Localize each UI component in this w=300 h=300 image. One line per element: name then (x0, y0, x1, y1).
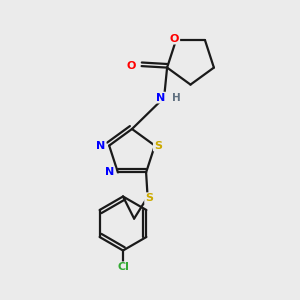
Text: N: N (156, 93, 165, 103)
Text: N: N (105, 167, 114, 177)
Text: O: O (127, 61, 136, 71)
Text: Cl: Cl (117, 262, 129, 272)
Text: N: N (96, 141, 106, 151)
Text: S: S (154, 141, 162, 151)
Text: O: O (170, 34, 179, 44)
Text: H: H (172, 93, 180, 103)
Text: S: S (145, 193, 153, 203)
